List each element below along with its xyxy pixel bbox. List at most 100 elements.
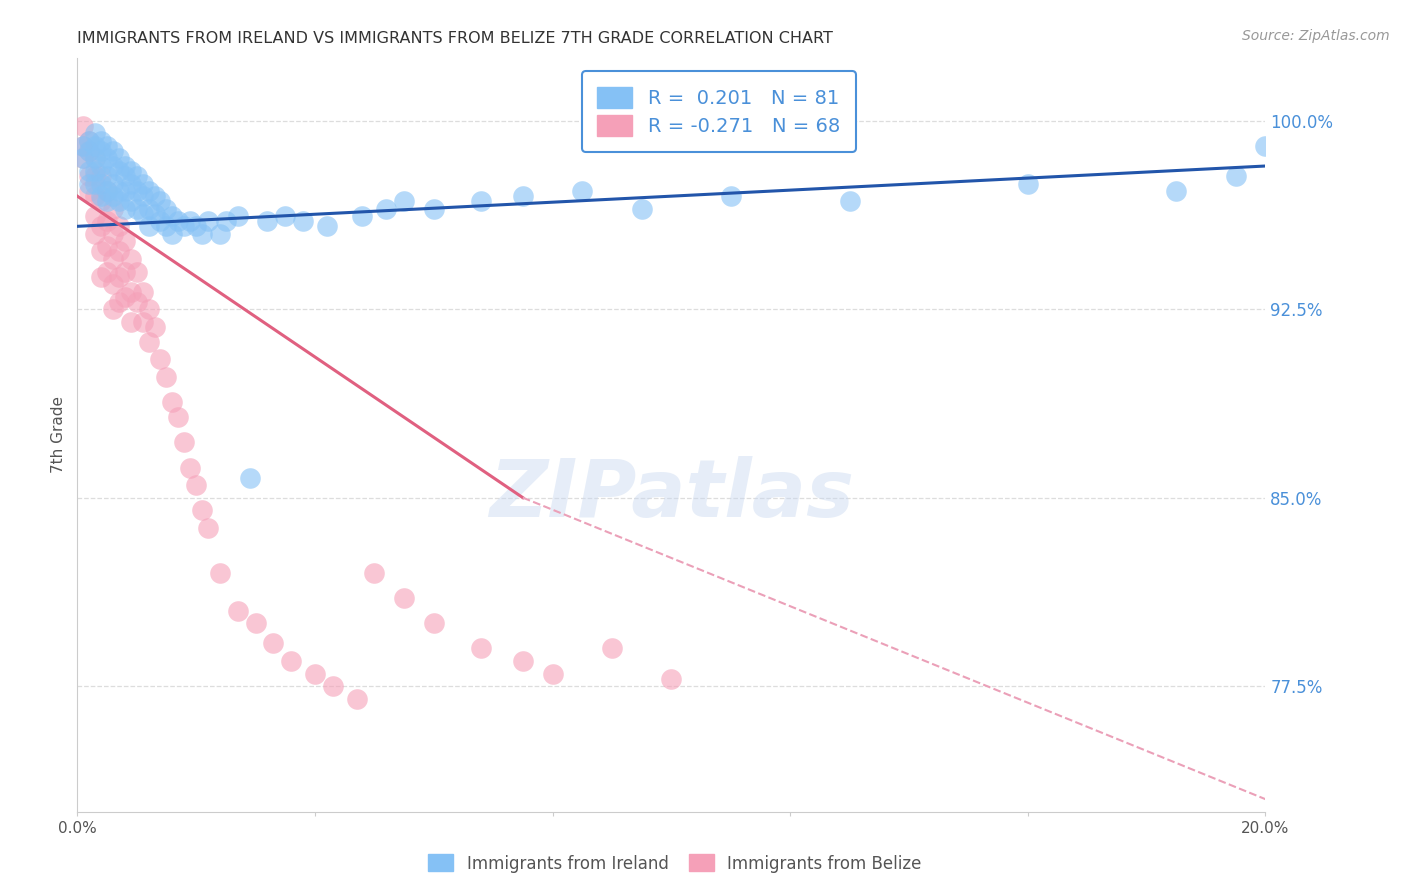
Point [125,264,148,278]
Point [138,184,160,198]
Point [101,159,124,173]
Point [101,202,124,216]
Point [77,177,100,191]
Point [138,202,160,216]
Point [108,194,131,209]
Point [352,209,374,223]
Point [84,169,107,183]
Point [155,370,177,384]
Point [167,410,190,425]
Point [114,169,136,183]
Point [101,277,124,291]
Point [125,184,148,198]
Point [131,285,153,299]
Point [125,294,148,309]
Point [197,214,219,228]
Point [96,184,118,198]
Point [262,636,284,650]
Point [101,177,124,191]
Point [114,159,136,173]
Point [1225,169,1247,183]
Point [143,207,166,221]
Point [197,521,219,535]
Point [108,184,131,198]
Point [120,285,142,299]
Point [512,189,534,203]
Point [77,169,100,183]
Point [77,144,100,158]
Point [72,139,94,153]
Point [304,666,326,681]
Point [179,214,201,228]
Point [96,152,118,166]
Point [101,252,124,266]
Text: Source: ZipAtlas.com: Source: ZipAtlas.com [1241,29,1389,43]
Legend: R =  0.201   N = 81, R = -0.271   N = 68: R = 0.201 N = 81, R = -0.271 N = 68 [582,71,856,152]
Point [838,194,860,209]
Point [96,139,118,153]
Point [571,184,593,198]
Point [125,202,148,216]
Point [90,269,112,284]
Point [1017,177,1039,191]
Point [101,227,124,241]
Point [179,460,201,475]
Point [162,209,184,223]
Point [167,214,190,228]
Point [84,177,107,191]
Point [120,315,142,329]
Point [72,152,94,166]
Point [72,152,94,166]
Point [90,134,112,148]
Point [155,202,177,216]
Point [423,202,446,216]
Point [96,239,118,253]
Point [72,119,94,133]
Point [512,654,534,668]
Point [661,672,683,686]
Point [375,202,398,216]
Point [208,566,231,580]
Point [84,152,107,166]
Point [96,264,118,278]
Point [125,169,148,183]
Point [143,319,166,334]
Point [90,244,112,259]
Point [77,144,100,158]
Text: IMMIGRANTS FROM IRELAND VS IMMIGRANTS FROM BELIZE 7TH GRADE CORRELATION CHART: IMMIGRANTS FROM IRELAND VS IMMIGRANTS FR… [77,31,834,46]
Point [322,679,344,693]
Point [186,478,208,492]
Legend: Immigrants from Ireland, Immigrants from Belize: Immigrants from Ireland, Immigrants from… [422,847,928,880]
Point [77,134,100,148]
Point [96,169,118,183]
Point [1254,139,1277,153]
Point [108,269,131,284]
Point [191,227,214,241]
Point [108,244,131,259]
Point [84,209,107,223]
Point [77,184,100,198]
Point [114,235,136,249]
Point [541,666,564,681]
Point [120,252,142,266]
Point [392,591,415,606]
Point [101,302,124,317]
Point [155,219,177,234]
Point [173,219,195,234]
Point [77,134,100,148]
Point [162,227,184,241]
Point [108,294,131,309]
Point [138,219,160,234]
Point [138,302,160,317]
Point [280,654,302,668]
Point [90,169,112,183]
Point [470,641,492,656]
Point [245,616,267,631]
Point [114,184,136,198]
Point [90,189,112,203]
Point [600,641,623,656]
Point [315,219,337,234]
Point [108,152,131,166]
Point [72,139,94,153]
Point [138,334,160,349]
